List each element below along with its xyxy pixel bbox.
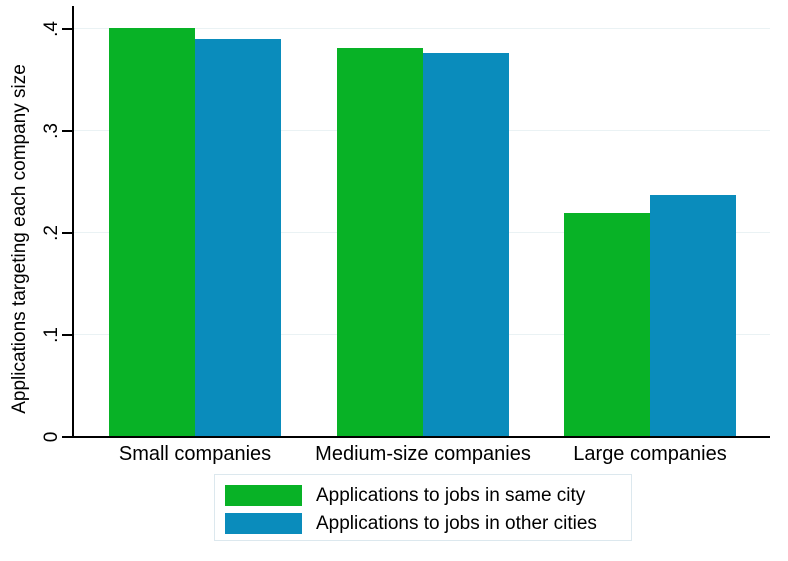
category-label-0: Small companies — [118, 443, 272, 465]
legend-row-same-city: Applications to jobs in same city — [225, 485, 631, 506]
bar-same-city-0 — [109, 28, 195, 436]
y-tick-0.4 — [62, 28, 72, 30]
legend-swatch-same-city — [225, 485, 302, 506]
legend-label-other-cities: Applications to jobs in other cities — [316, 512, 597, 534]
legend: Applications to jobs in same city Applic… — [214, 474, 632, 541]
bar-same-city-2 — [564, 213, 650, 436]
legend-swatch-other-cities — [225, 513, 302, 534]
y-tick-label-0.3: .3 — [41, 123, 62, 139]
y-tick-label-0.2: .2 — [41, 225, 62, 241]
bar-other-cities-2 — [650, 195, 736, 436]
y-axis-line — [72, 6, 74, 438]
bar-other-cities-1 — [423, 53, 509, 436]
y-tick-0.3 — [62, 130, 72, 132]
y-tick-label-0.4: .4 — [41, 21, 62, 37]
y-tick-label-0: 0 — [41, 431, 62, 443]
legend-row-other-cities: Applications to jobs in other cities — [225, 513, 631, 534]
y-tick-0.1 — [62, 334, 72, 336]
y-tick-0.2 — [62, 232, 72, 234]
y-tick-0 — [62, 436, 72, 438]
legend-label-same-city: Applications to jobs in same city — [316, 484, 586, 506]
plot-area — [72, 6, 770, 437]
x-axis-line — [72, 436, 770, 438]
category-label-2: Large companies — [573, 443, 727, 465]
gridline-0.4 — [72, 28, 770, 29]
y-tick-label-0.1: .1 — [41, 327, 62, 343]
category-label-1: Medium-size companies — [315, 443, 531, 465]
bar-other-cities-0 — [195, 39, 281, 436]
y-axis-title: Applications targeting each company size — [9, 64, 30, 414]
bar-same-city-1 — [337, 48, 423, 436]
